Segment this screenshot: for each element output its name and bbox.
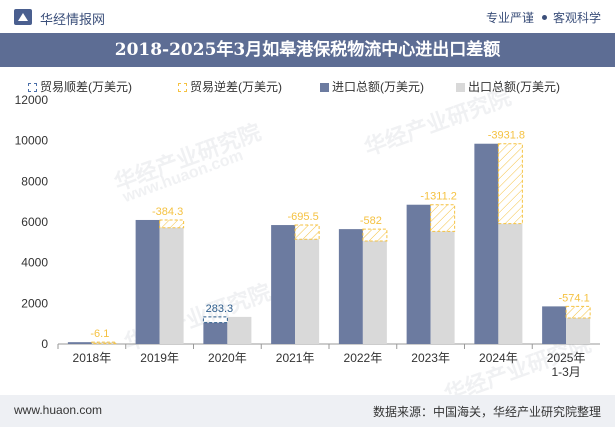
legend-swatch-deficit [178, 83, 187, 92]
export-bar [227, 316, 252, 344]
legend-swatch-import [320, 83, 329, 92]
legend-item-surplus: 贸易顺差(万美元) [28, 78, 132, 95]
y-tick-label: 0 [41, 337, 48, 351]
x-tick-label: 2019年 [140, 351, 179, 365]
export-bar [295, 239, 320, 344]
legend-label-export: 出口总额(万美元) [468, 80, 560, 94]
title-bar: 2018-2025年3月如皋港保税物流中心进出口差额 [0, 33, 615, 67]
y-tick-label: 8000 [21, 174, 48, 188]
deficit-bar [565, 305, 591, 319]
import-bar [406, 204, 431, 344]
tagline-right: 客观科学 [552, 11, 601, 25]
x-tick-label: 2021年 [276, 351, 315, 365]
legend-item-deficit: 贸易逆差(万美元) [178, 78, 282, 95]
y-tick-label: 6000 [21, 215, 48, 229]
import-bar [542, 306, 567, 344]
import-bar [338, 229, 363, 344]
x-tick-label: 2020年 [208, 351, 247, 365]
deficit-bar [430, 204, 456, 232]
tagline: 专业严谨 客观科学 [486, 9, 601, 26]
import-bar [474, 143, 499, 344]
x-tick-label: 2025年 [547, 351, 586, 365]
import-bar [135, 219, 160, 344]
x-tick-label: 1-3月 [551, 365, 580, 379]
x-tick-label: 2018年 [73, 351, 112, 365]
legend-swatch-export [456, 83, 465, 92]
legend-label-deficit: 贸易逆差(万美元) [190, 80, 282, 94]
balance-data-label: -574.1 [559, 292, 590, 304]
balance-data-label: -1311.2 [420, 191, 457, 203]
import-bar [271, 225, 296, 344]
chart-plot: 0 2000 4000 6000 8000 10000 12000 -6.1 2018年 -384… [15, 93, 600, 379]
export-bar [566, 318, 591, 344]
balance-data-label: -3931.8 [488, 130, 525, 142]
x-tick-label: 2024年 [479, 351, 518, 365]
x-tick-label: 2023年 [411, 351, 450, 365]
footer: www.huaon.com 数据来源：中国海关，华经产业研究院整理 [0, 395, 615, 427]
deficit-bar [497, 143, 523, 225]
balance-data-label: -695.5 [288, 211, 319, 223]
top-bar: 华经情报网 专业严谨 客观科学 [0, 0, 615, 33]
logo-icon [14, 9, 32, 25]
legend-swatch-surplus [28, 83, 37, 92]
balance-data-label: -582 [360, 215, 382, 227]
y-tick-label: 4000 [21, 256, 48, 270]
footer-website: www.huaon.com [14, 403, 103, 417]
y-tick-label: 2000 [21, 296, 48, 310]
brand-name: 华经情报网 [40, 12, 106, 27]
deficit-bar [294, 224, 320, 240]
deficit-bar [362, 228, 388, 242]
legend-label-surplus: 贸易顺差(万美元) [40, 80, 132, 94]
legend-label-import: 进口总额(万美元) [332, 80, 424, 94]
y-tick-label: 12000 [15, 93, 49, 107]
balance-data-label: 283.3 [206, 303, 234, 315]
x-tick-label: 2022年 [344, 351, 383, 365]
export-bar [430, 231, 455, 344]
import-bar [203, 322, 228, 344]
legend-item-export: 出口总额(万美元) [456, 78, 560, 95]
export-bar [362, 240, 387, 344]
deficit-bar [159, 219, 185, 229]
export-bar [498, 223, 523, 344]
deficit-bar [91, 341, 117, 345]
import-bar [67, 342, 92, 344]
legend-item-import: 进口总额(万美元) [320, 78, 424, 95]
y-tick-label: 10000 [15, 134, 49, 148]
chart-legend: 贸易顺差(万美元) 贸易逆差(万美元) 进口总额(万美元) 出口总额(万美元) [28, 78, 608, 94]
balance-data-label: -384.3 [152, 206, 183, 218]
tagline-left: 专业严谨 [485, 11, 534, 25]
footer-source: 数据来源：中国海关，华经产业研究院整理 [372, 405, 601, 419]
surplus-bar [202, 316, 228, 324]
export-bar [159, 227, 184, 344]
balance-data-label: -6.1 [90, 328, 109, 340]
chart-title: 2018-2025年3月如皋港保税物流中心进出口差额 [114, 40, 501, 60]
separator-dot [541, 15, 547, 20]
